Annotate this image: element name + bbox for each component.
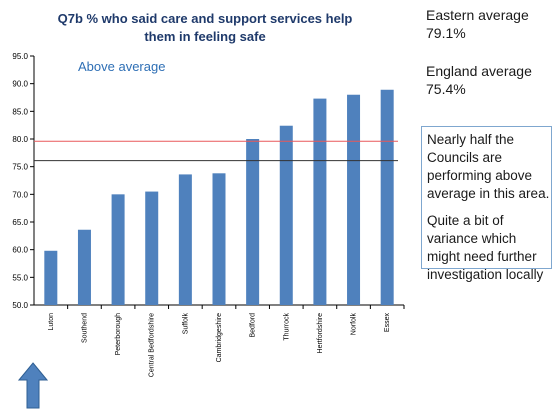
y-tick-label: 85.0: [12, 107, 28, 116]
y-tick-label: 60.0: [12, 246, 28, 255]
x-tick-label: Norfolk: [351, 313, 358, 336]
y-tick-label: 75.0: [12, 163, 28, 172]
bar-cambridgeshire: [212, 173, 226, 305]
bar-hertfordshire: [313, 98, 327, 306]
x-tick-label: Central Bedfordshire: [149, 313, 156, 377]
y-tick-label: 95.0: [12, 52, 28, 61]
chart-title-line-2: them in feeling safe: [144, 29, 266, 44]
commentary-callout: Nearly half the Councils are performing …: [421, 126, 552, 282]
bar-peterborough: [111, 194, 125, 305]
x-tick-label: Luton: [48, 313, 55, 331]
bar-suffolk: [178, 174, 192, 305]
england-average-value: 75.4%: [426, 81, 466, 97]
x-tick-label: Essex: [384, 313, 391, 333]
callout-paragraph-2: Quite a bit of variance which might need…: [427, 213, 544, 282]
y-tick-label: 90.0: [12, 80, 28, 89]
bar-bedford: [246, 139, 260, 305]
y-tick-label: 55.0: [12, 273, 28, 282]
x-tick-label: Bedford: [250, 313, 257, 338]
x-tick-label: Suffolk: [182, 313, 189, 335]
x-tick-label: Peterborough: [115, 313, 122, 356]
x-tick-label: Southend: [81, 313, 88, 343]
chart-title: Q7b % who said care and support services…: [40, 10, 370, 46]
y-tick-label: 80.0: [12, 135, 28, 144]
x-tick-label: Hertfordshire: [317, 313, 324, 354]
eastern-average-note: Eastern average 79.1%: [426, 6, 529, 42]
chart-title-line-1: Q7b % who said care and support services…: [57, 11, 353, 26]
bar-central-bedfordshire: [145, 191, 159, 305]
bar-luton: [44, 250, 58, 305]
bar-thurrock: [279, 125, 293, 305]
above-average-annotation: Above average: [78, 59, 166, 74]
bar-essex: [380, 89, 394, 306]
up-arrow-icon: [18, 362, 48, 409]
y-tick-label: 50.0: [12, 301, 28, 310]
x-tick-label: Cambridgeshire: [216, 313, 223, 363]
eastern-average-label: Eastern average: [426, 7, 529, 23]
bar-southend: [77, 229, 91, 305]
england-average-note: England average 75.4%: [426, 62, 532, 98]
x-tick-label: Thurrock: [283, 313, 290, 341]
callout-paragraph-1: Nearly half the Councils are performing …: [427, 132, 550, 201]
y-tick-label: 65.0: [12, 218, 28, 227]
bar-norfolk: [347, 94, 361, 305]
eastern-average-value: 79.1%: [426, 25, 466, 41]
england-average-label: England average: [426, 63, 532, 79]
y-tick-label: 70.0: [12, 190, 28, 199]
